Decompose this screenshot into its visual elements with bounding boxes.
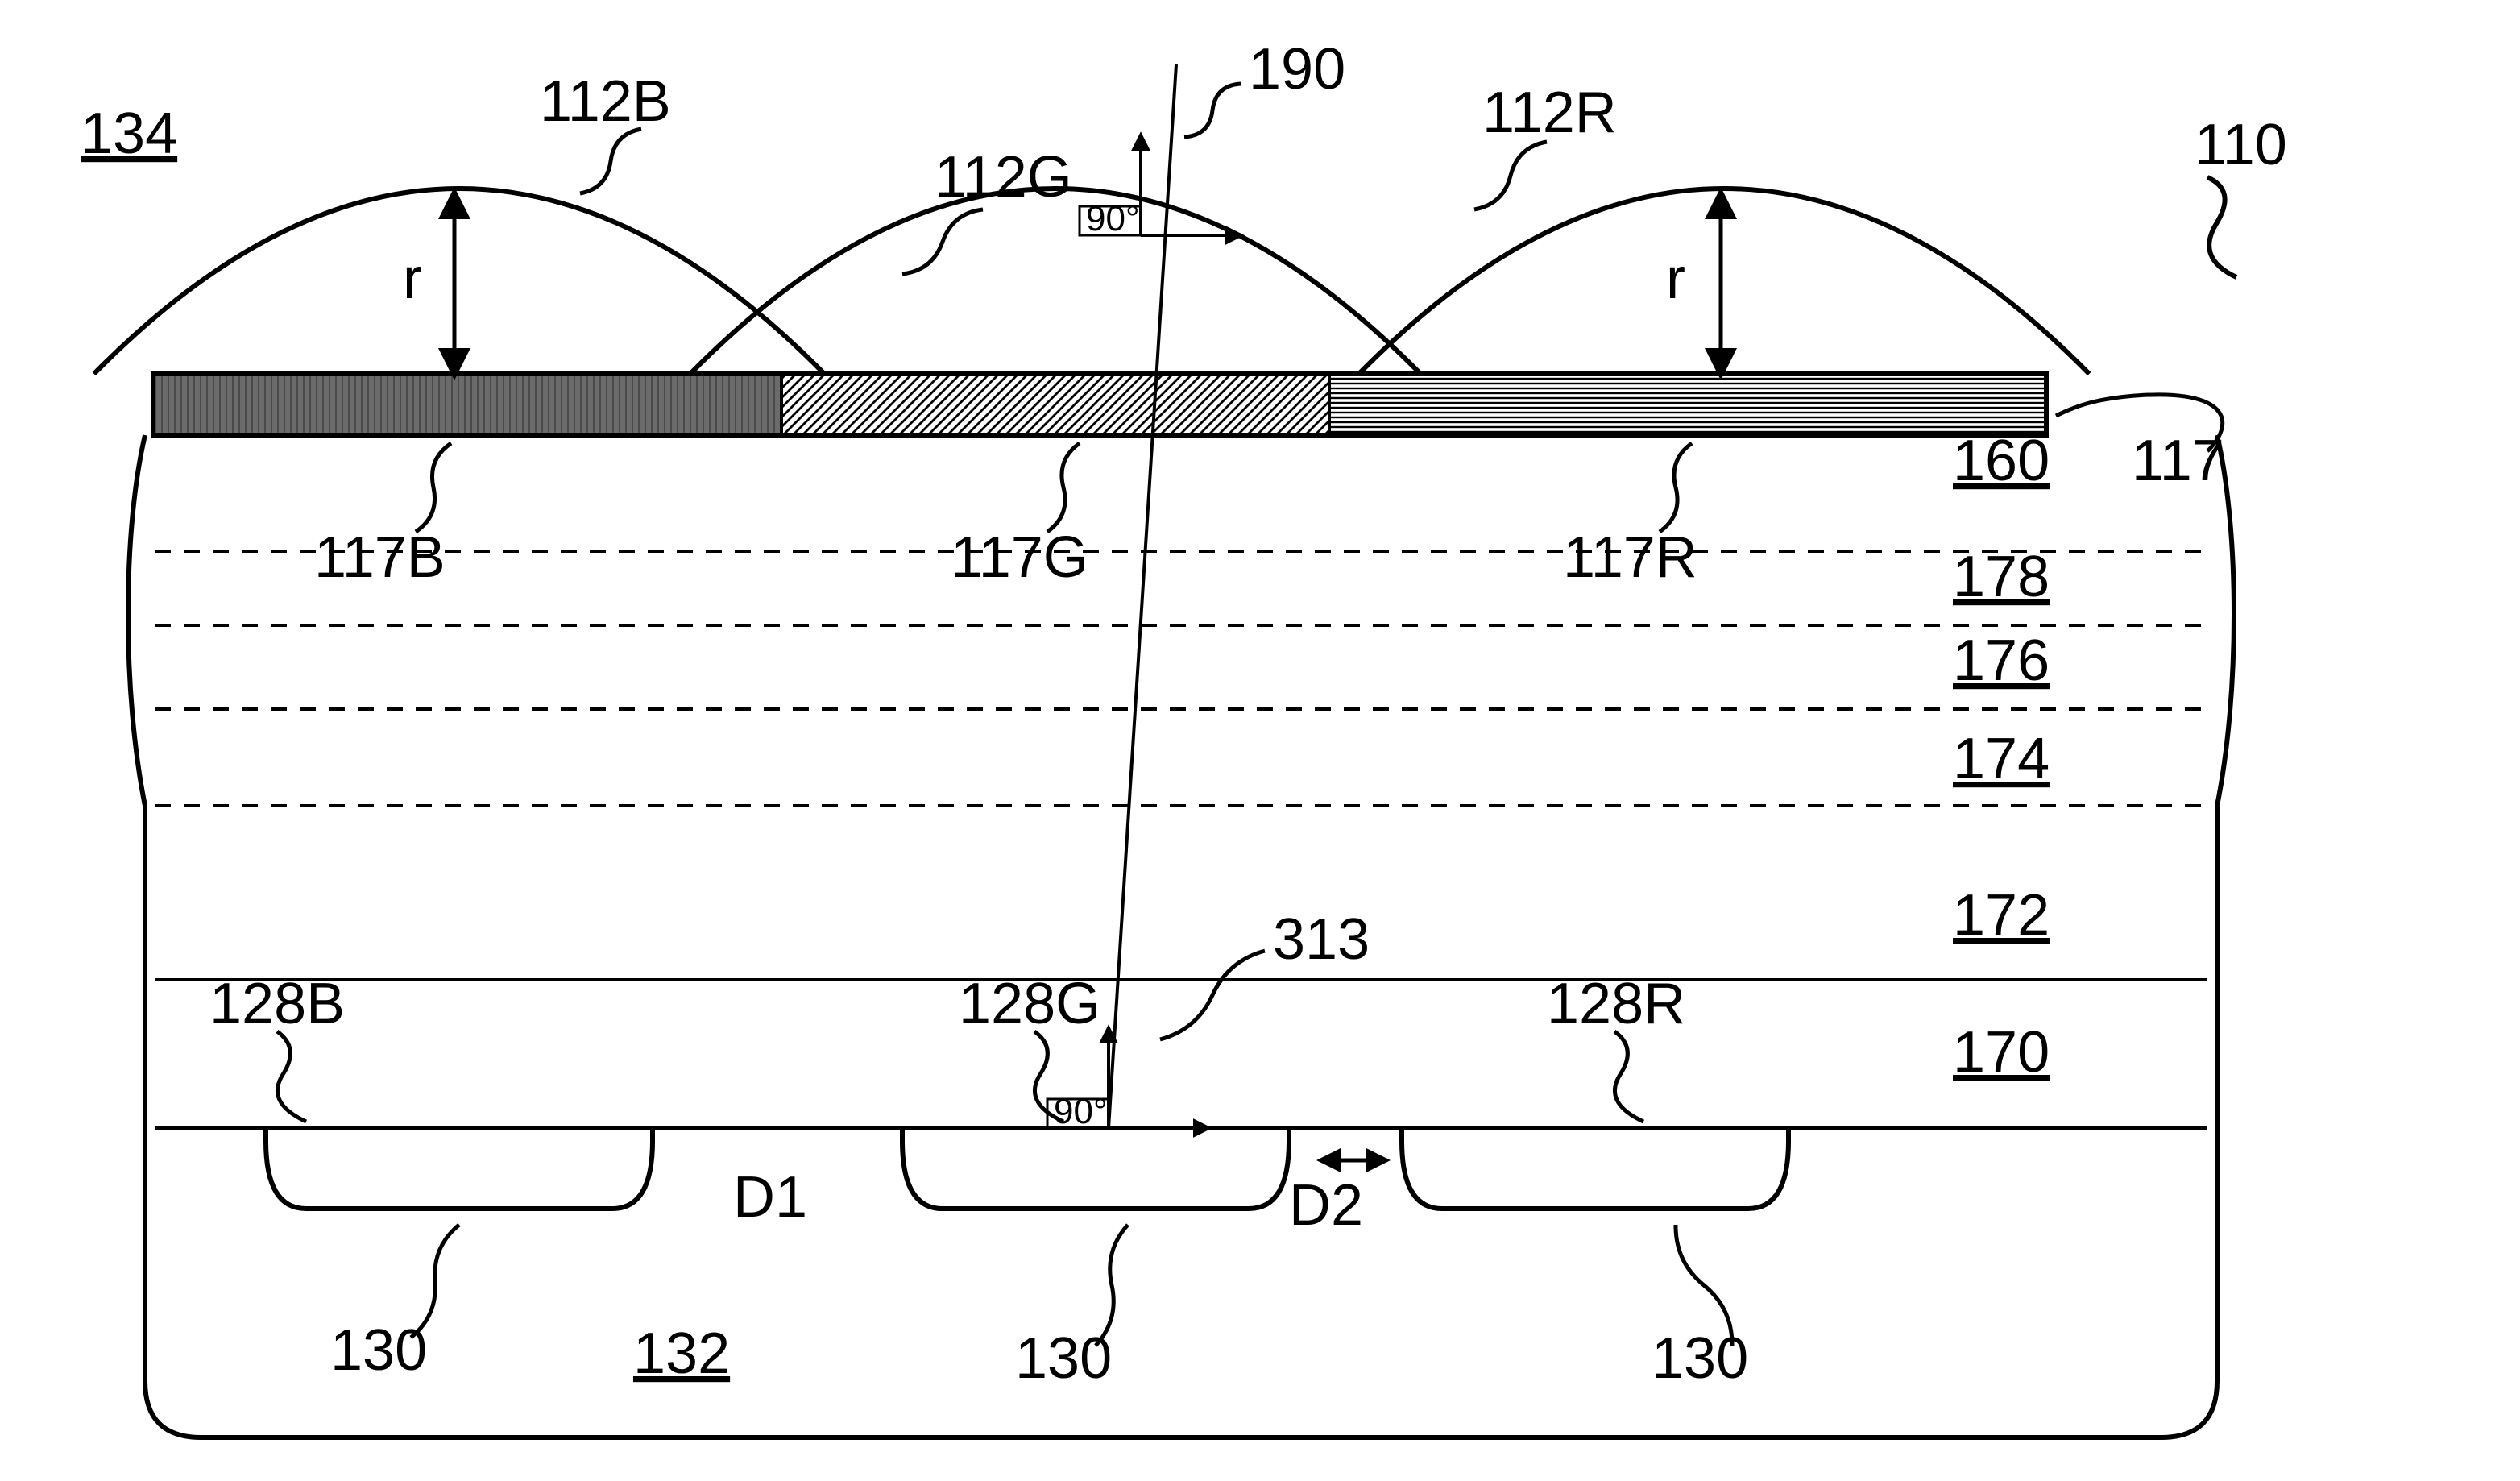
label-n112G: 112G bbox=[935, 145, 1072, 209]
leader-112g bbox=[902, 209, 983, 274]
label-n128R: 128R bbox=[1547, 972, 1685, 1036]
label-n130c: 130 bbox=[1652, 1326, 1748, 1391]
leader-117g bbox=[1047, 443, 1080, 532]
leader-190 bbox=[1184, 84, 1241, 137]
label-n117R: 117R bbox=[1563, 525, 1697, 590]
label-n117B: 117B bbox=[314, 525, 446, 590]
leader-112r bbox=[1474, 142, 1547, 209]
angle-bot-label: 90° bbox=[1054, 1092, 1108, 1131]
microlens-r bbox=[1359, 189, 2090, 374]
photodiode-well-g bbox=[902, 1128, 1289, 1209]
label-n190: 190 bbox=[1249, 37, 1345, 102]
leader-128r bbox=[1614, 1031, 1643, 1122]
leader-128b bbox=[277, 1031, 306, 1122]
label-rR: r bbox=[1666, 247, 1685, 311]
leader-110 bbox=[2207, 177, 2236, 277]
label-n128G: 128G bbox=[959, 972, 1100, 1036]
microlens-g bbox=[690, 189, 1421, 374]
label-n128B: 128B bbox=[209, 972, 345, 1036]
label-n172: 172 bbox=[1953, 883, 2050, 948]
label-n112B: 112B bbox=[540, 69, 671, 134]
leader-117b bbox=[416, 443, 451, 532]
label-n134: 134 bbox=[81, 102, 177, 166]
label-D2: D2 bbox=[1289, 1173, 1363, 1238]
label-rB: r bbox=[403, 247, 422, 311]
leader-117r bbox=[1660, 443, 1692, 532]
label-n176: 176 bbox=[1953, 628, 2050, 693]
microlens-b bbox=[94, 189, 825, 374]
label-n160: 160 bbox=[1953, 429, 2050, 493]
label-n313: 313 bbox=[1273, 907, 1370, 972]
angle-top-label: 90° bbox=[1086, 199, 1140, 239]
filter-g bbox=[781, 374, 1329, 435]
label-n130a: 130 bbox=[330, 1318, 427, 1383]
label-n117: 117 bbox=[2132, 429, 2224, 493]
label-n174: 174 bbox=[1953, 727, 2050, 791]
leader-112b bbox=[580, 129, 641, 193]
diagram-root: 90° 90° 134 110 190 112B 112G 112R 117B 117G 117R… bbox=[0, 0, 2520, 1481]
label-n132: 132 bbox=[633, 1321, 730, 1386]
label-n178: 178 bbox=[1953, 545, 2050, 609]
label-n117G: 117G bbox=[951, 525, 1088, 590]
photodiode-well-r bbox=[1402, 1128, 1788, 1209]
label-n130b: 130 bbox=[1015, 1326, 1112, 1391]
label-n112R: 112R bbox=[1482, 81, 1617, 145]
filter-r bbox=[1329, 374, 2046, 435]
label-n110: 110 bbox=[2195, 113, 2287, 177]
photodiode-well-b bbox=[266, 1128, 653, 1209]
leader-313 bbox=[1160, 951, 1265, 1039]
label-n170: 170 bbox=[1953, 1020, 2050, 1085]
label-D1: D1 bbox=[733, 1165, 807, 1230]
filter-b bbox=[153, 374, 781, 435]
